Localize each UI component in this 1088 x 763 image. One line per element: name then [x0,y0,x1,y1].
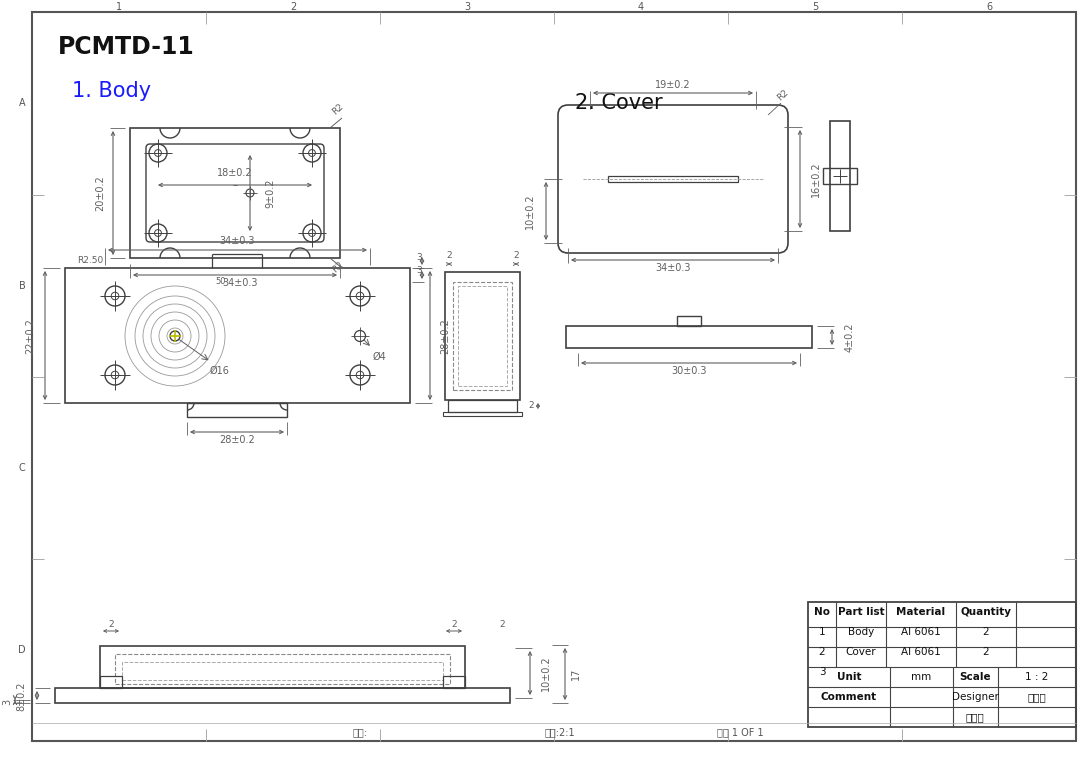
Text: Scale: Scale [960,672,991,682]
Bar [443,412,522,416]
Text: 8±0.2: 8±0.2 [16,681,26,711]
Text: 34±0.3: 34±0.3 [655,263,691,273]
Text: Ø16: Ø16 [210,366,230,376]
Text: 1. Body: 1. Body [72,81,151,101]
Text: 3: 3 [463,2,470,12]
Bar [677,316,701,326]
Text: Al 6061: Al 6061 [901,627,941,637]
Text: 50: 50 [215,278,226,286]
Text: 2: 2 [982,647,989,657]
Text: D: D [18,645,26,655]
Text: Ø4: Ø4 [373,352,386,362]
Text: A: A [18,98,25,108]
Text: 3: 3 [416,253,422,262]
Text: Comment: Comment [821,692,877,702]
Text: 17: 17 [571,668,581,680]
Text: 비율:2:1: 비율:2:1 [545,727,576,737]
Bar [823,168,857,184]
Bar [808,602,1076,727]
Text: 1 : 2: 1 : 2 [1025,672,1049,682]
Text: 1: 1 [116,2,122,12]
Text: 2: 2 [452,620,457,629]
Bar [100,646,465,688]
Text: Designer: Designer [952,692,999,702]
Text: 5: 5 [812,2,818,12]
Bar [100,676,122,688]
Text: PCMTD-11: PCMTD-11 [58,35,195,59]
Text: 2: 2 [528,401,533,410]
Text: 4±0.2: 4±0.2 [845,322,855,352]
Text: 6: 6 [986,2,992,12]
Text: 2: 2 [108,620,114,629]
Text: Unit: Unit [837,672,862,682]
Text: Quantity: Quantity [961,607,1012,617]
Text: 3: 3 [818,667,826,677]
Text: 김태수: 김태수 [1028,692,1047,702]
Text: 34±0.3: 34±0.3 [220,236,255,246]
Text: Body: Body [848,627,874,637]
Text: 34±0.3: 34±0.3 [222,278,258,288]
Text: 검수자: 검수자 [966,712,985,722]
Text: 2: 2 [818,647,826,657]
Text: 2: 2 [446,251,452,260]
Text: B: B [18,281,25,291]
Text: 2: 2 [499,620,505,629]
Text: 10±0.2: 10±0.2 [541,655,551,691]
Text: 1: 1 [818,627,826,637]
Bar [445,272,520,400]
Text: 10±0.2: 10±0.2 [526,193,535,229]
Text: 20±0.2: 20±0.2 [95,175,106,211]
Text: 28±0.2: 28±0.2 [219,435,255,445]
Text: C: C [18,463,25,473]
Text: Cover: Cover [845,647,876,657]
Text: 9±0.2: 9±0.2 [265,179,275,208]
Bar [458,286,507,386]
Text: No: No [814,607,830,617]
Text: 2: 2 [289,2,296,12]
Text: 4: 4 [638,2,644,12]
Text: R2: R2 [331,259,345,274]
Bar [115,654,450,684]
Text: Part list: Part list [838,607,885,617]
Text: R2: R2 [331,101,345,116]
Bar [448,400,517,412]
Text: 2. Cover: 2. Cover [574,93,663,113]
Bar [122,662,443,680]
Text: R2: R2 [776,88,790,102]
Text: 16±0.2: 16±0.2 [811,161,821,197]
Text: 19±0.2: 19±0.2 [655,80,691,90]
Bar [566,326,812,348]
Text: 2: 2 [514,251,519,260]
Text: 30±0.3: 30±0.3 [671,366,707,376]
Bar [187,403,287,417]
Text: 22±0.2: 22±0.2 [25,318,35,354]
Text: 18±0.2: 18±0.2 [218,168,252,178]
Text: 28±0.2: 28±0.2 [440,318,450,354]
Bar [129,128,339,258]
Text: 부제:: 부제: [353,727,368,737]
Bar [453,282,512,390]
Text: Material: Material [897,607,945,617]
Text: R2.50: R2.50 [77,256,103,265]
Text: 시트 1 OF 1: 시트 1 OF 1 [717,727,764,737]
Text: Al 6061: Al 6061 [901,647,941,657]
Bar [608,176,738,182]
Bar [443,676,465,688]
Bar [830,121,850,231]
Text: 2: 2 [982,627,989,637]
Bar [55,688,510,703]
Bar [65,268,410,403]
Text: 3: 3 [416,266,422,275]
Text: mm: mm [911,672,931,682]
Text: 3: 3 [2,698,12,704]
